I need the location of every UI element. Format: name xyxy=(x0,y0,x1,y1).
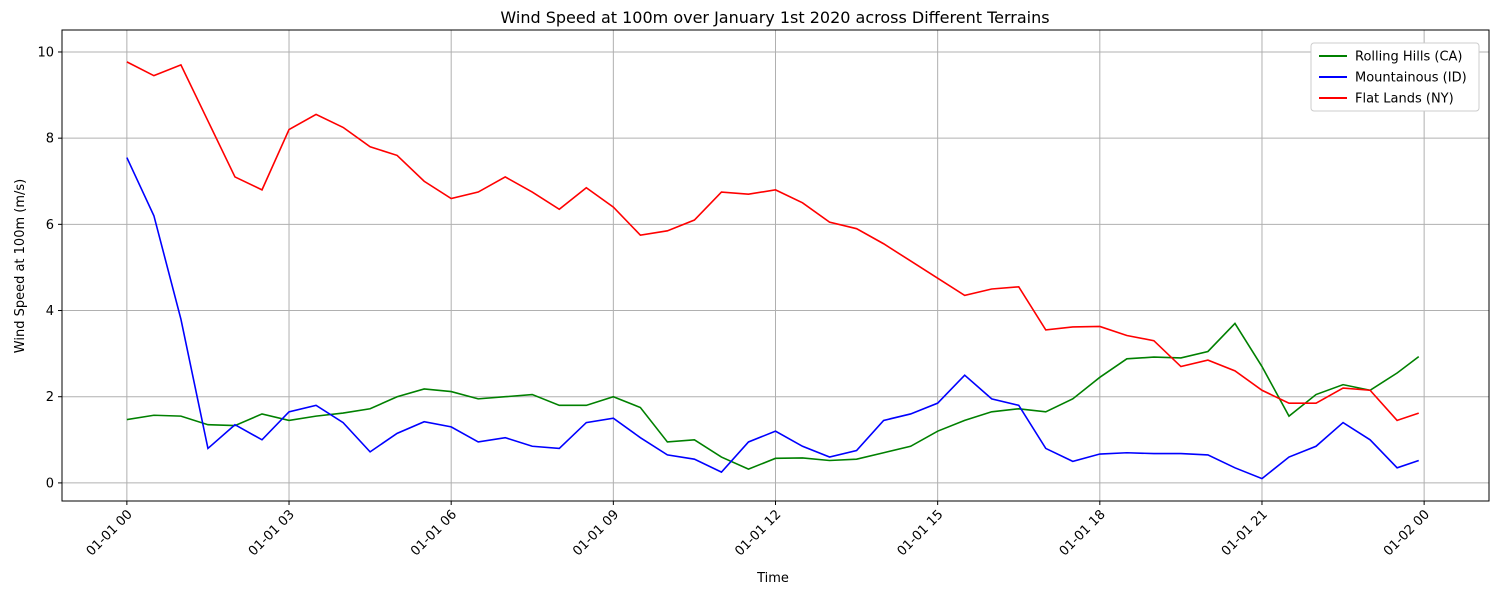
x-tick-label: 01-01 12 xyxy=(732,507,784,559)
legend-label: Mountainous (ID) xyxy=(1355,71,1467,86)
x-tick-label: 01-01 21 xyxy=(1219,507,1271,559)
y-tick-label: 4 xyxy=(46,304,54,319)
x-tick-label: 01-01 09 xyxy=(570,507,622,559)
y-axis-label: Wind Speed at 100m (m/s) xyxy=(13,179,28,353)
x-tick-label: 01-02 00 xyxy=(1381,507,1433,559)
data-line xyxy=(126,157,1419,480)
x-tick-label: 01-01 15 xyxy=(895,507,947,559)
y-tick-label: 2 xyxy=(46,390,54,405)
legend-label: Flat Lands (NY) xyxy=(1355,92,1454,107)
x-tick-label: 01-01 03 xyxy=(246,507,298,559)
y-tick-label: 8 xyxy=(46,132,54,147)
x-tick-label: 01-01 06 xyxy=(408,507,460,559)
legend-label: Rolling Hills (CA) xyxy=(1355,50,1463,65)
chart-title: Wind Speed at 100m over January 1st 2020… xyxy=(500,8,1049,27)
x-tick-label: 01-01 18 xyxy=(1057,507,1109,559)
y-tick-label: 6 xyxy=(46,218,54,233)
data-line xyxy=(126,61,1419,422)
plot-frame xyxy=(61,29,1490,502)
legend-box xyxy=(1310,42,1480,112)
y-tick-label: 0 xyxy=(46,476,54,491)
data-line xyxy=(126,322,1420,470)
y-tick-label: 10 xyxy=(37,45,54,60)
x-axis-label: Time xyxy=(756,571,789,586)
x-tick-label: 01-01 00 xyxy=(84,507,136,559)
